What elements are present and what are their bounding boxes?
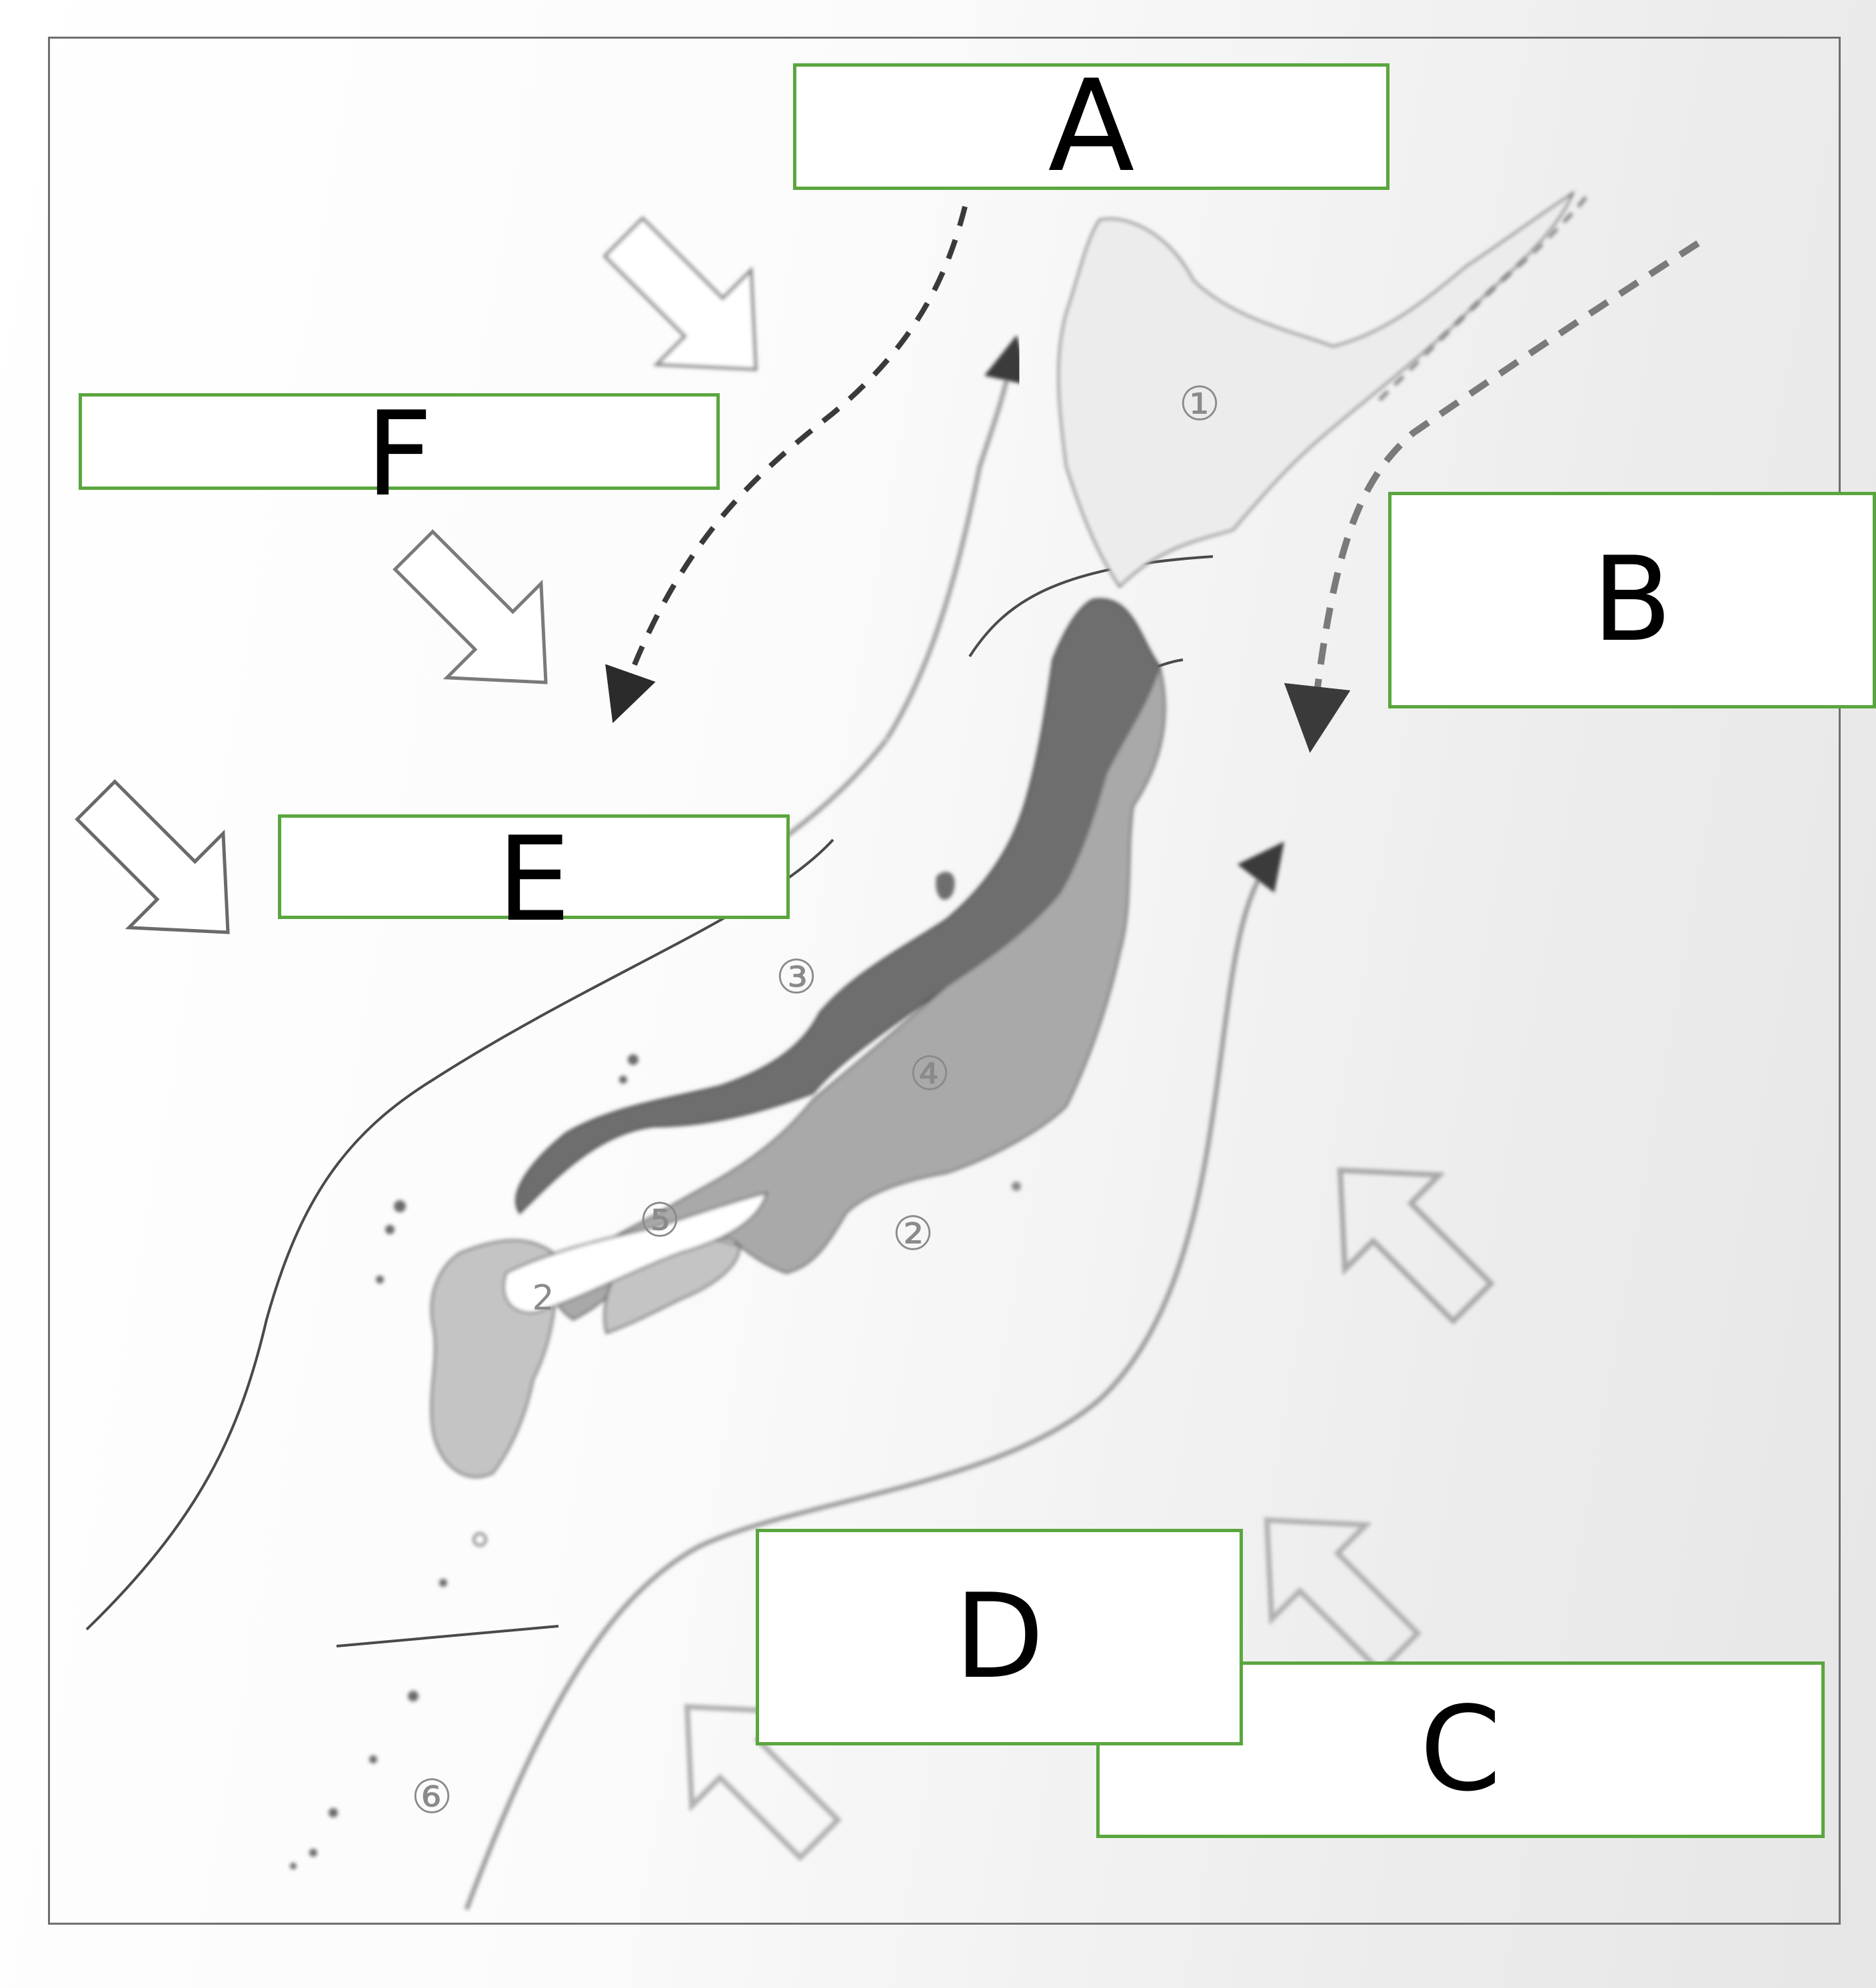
kuril-islands xyxy=(1378,195,1588,402)
island-dot xyxy=(309,1849,317,1857)
label-f-text: F xyxy=(365,387,433,522)
island-dot xyxy=(472,1532,487,1547)
island-dot xyxy=(439,1579,447,1587)
cold-current-b xyxy=(1284,240,1700,753)
seto-inland-sea-outline xyxy=(502,1191,768,1314)
label-box-f[interactable]: F xyxy=(79,393,720,513)
label-d-text: D xyxy=(954,1569,1044,1705)
island-dot xyxy=(290,1863,297,1869)
region-number-5: ⑤ xyxy=(639,1193,681,1248)
wind-arrow-southeast-2 xyxy=(1264,1517,1421,1675)
label-a-text: A xyxy=(1048,53,1135,200)
region-number-3: ③ xyxy=(776,950,818,1004)
wind-arrow-northwest-icon xyxy=(684,1703,842,1861)
label-c-text: C xyxy=(1419,1682,1501,1817)
island-dot xyxy=(329,1808,338,1817)
wind-arrow-southeast-1 xyxy=(1337,1167,1495,1325)
wind-arrow-northwest-icon xyxy=(1337,1167,1495,1325)
island-dot xyxy=(369,1755,377,1763)
label-box-d[interactable]: D xyxy=(756,1529,1243,1745)
label-e-text: E xyxy=(496,812,571,948)
southern-boundary-line xyxy=(336,1625,559,1647)
map-frame xyxy=(48,37,1841,1925)
region-number-1: ① xyxy=(1179,377,1221,431)
island-dot xyxy=(628,1054,638,1065)
region-number-4: ④ xyxy=(909,1046,951,1101)
island-dot xyxy=(1012,1182,1021,1191)
hokkaido-boundary-line xyxy=(968,555,1214,658)
island-dot xyxy=(385,1225,395,1234)
wind-arrow-southeast-icon xyxy=(75,779,230,934)
region-number-6: ⑥ xyxy=(411,1769,453,1824)
island-dot xyxy=(408,1691,419,1701)
outer-boundary-line xyxy=(85,838,834,1631)
region-number-2-west: 2 xyxy=(532,1278,554,1318)
label-box-a[interactable]: A xyxy=(793,63,1390,190)
cold-current-a xyxy=(605,206,968,724)
warm-current-d xyxy=(464,841,1285,1911)
wind-arrow-northwest-3 xyxy=(75,779,230,934)
wind-arrow-northwest-icon xyxy=(1264,1517,1421,1675)
wind-arrow-northwest-2 xyxy=(393,529,548,684)
sado-island xyxy=(936,872,955,900)
wind-arrow-southeast-icon xyxy=(602,216,758,371)
wind-arrow-southeast-3 xyxy=(684,1703,842,1861)
island-dot xyxy=(619,1076,627,1084)
wind-arrow-southeast-icon xyxy=(393,529,548,684)
island-dot xyxy=(394,1200,406,1212)
label-box-e[interactable]: E xyxy=(278,814,790,938)
label-box-b[interactable]: B xyxy=(1388,492,1876,708)
japan-landmass xyxy=(290,190,1575,1869)
hokkaido-island xyxy=(1057,190,1575,588)
island-dot xyxy=(376,1276,384,1284)
region-number-2-east: ② xyxy=(892,1206,934,1261)
label-b-text: B xyxy=(1591,532,1673,668)
wind-arrow-northwest-1 xyxy=(602,216,758,371)
tsushima-current xyxy=(884,335,1030,741)
